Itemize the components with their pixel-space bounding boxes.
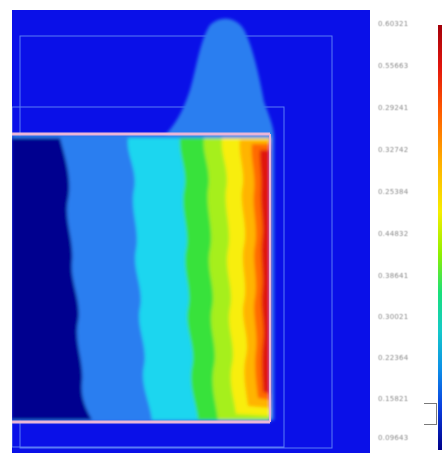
colorbar-label: 0.22364	[378, 354, 409, 362]
axes-orientation-icon	[424, 403, 437, 425]
render-viewport[interactable]	[12, 10, 370, 453]
contour-bands	[12, 18, 274, 422]
colorbar-label: 0.32742	[378, 146, 409, 154]
colorbar-label: 0.55663	[378, 62, 409, 70]
colorbar-label: 0.15821	[378, 395, 409, 403]
colorbar-label: 0.25384	[378, 188, 409, 196]
colorbar-label: 0.60321	[378, 20, 409, 28]
contour-plot[interactable]	[12, 10, 370, 453]
colorbar-label: 0.29241	[378, 104, 409, 112]
colorbar-label: 0.44832	[378, 230, 409, 238]
slab-cold-region	[12, 138, 92, 420]
colorbar-legend: 0.60321 0.55663 0.29241 0.32742 0.25384 …	[376, 10, 443, 453]
colorbar-label: 0.09643	[378, 434, 409, 442]
slab-hot-edge	[259, 150, 270, 394]
colorbar-gradient	[438, 25, 442, 450]
colorbar-label: 0.38641	[378, 272, 409, 280]
colorbar-label: 0.30021	[378, 313, 409, 321]
inner-boundary-line	[12, 106, 285, 448]
